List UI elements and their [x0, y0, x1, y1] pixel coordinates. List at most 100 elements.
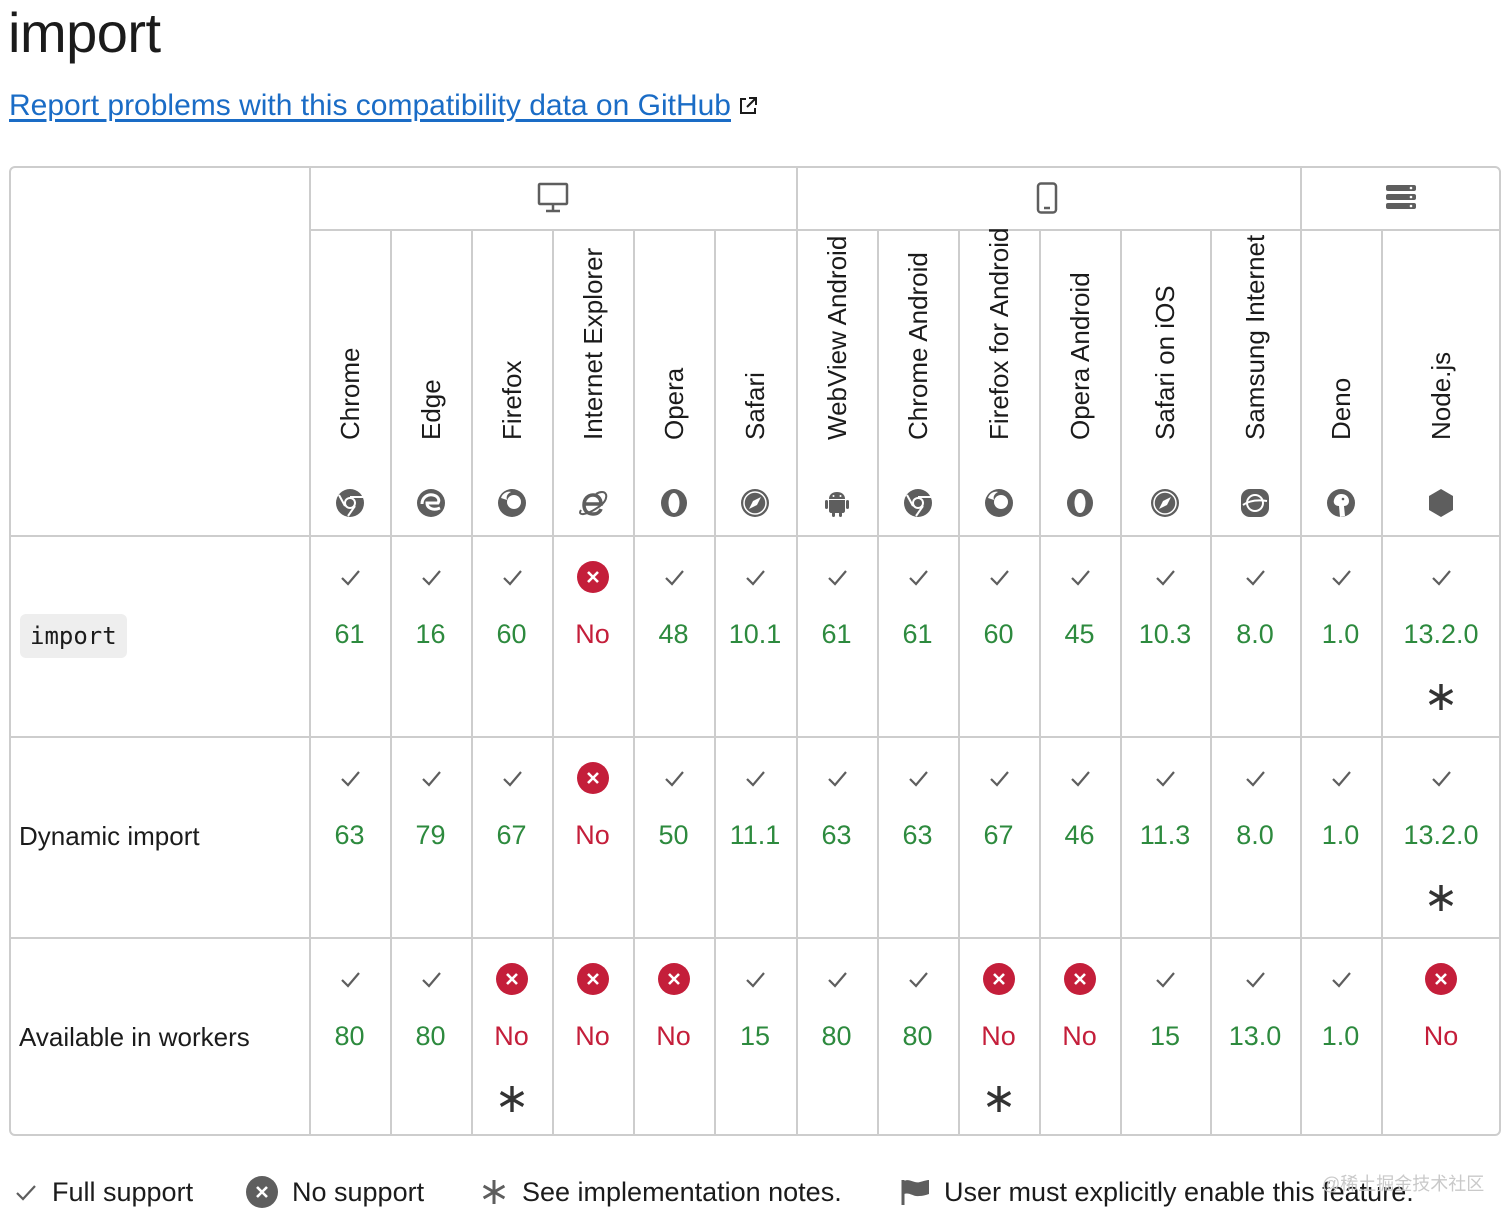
check-icon	[1156, 771, 1175, 787]
support-cell[interactable]: 60	[471, 536, 552, 735]
check-icon	[1331, 570, 1351, 586]
support-cell[interactable]: 67	[471, 737, 552, 936]
support-cell[interactable]: No	[471, 938, 552, 1134]
version-value: 63	[902, 820, 933, 850]
support-cell[interactable]: 13.2.0	[1381, 737, 1499, 936]
support-cell[interactable]: No	[552, 737, 633, 936]
row-divider	[11, 535, 1499, 537]
version-value: 15	[1149, 1021, 1181, 1051]
version-value: No	[494, 1021, 529, 1051]
version-value: 63	[821, 820, 852, 850]
support-cell[interactable]: 79	[390, 737, 471, 936]
support-cell[interactable]: No	[552, 536, 633, 735]
check-icon	[502, 570, 522, 586]
support-cell[interactable]: 80	[309, 938, 390, 1134]
legend-no-support-label: No support	[292, 1176, 425, 1207]
column-divider	[471, 230, 473, 1134]
support-cell[interactable]: 13.2.0	[1381, 536, 1499, 735]
legend: Full support No support See implementati…	[0, 1168, 1512, 1218]
version-value: 13.2.0	[1403, 619, 1479, 649]
check-icon	[1246, 972, 1265, 988]
browser-header-chrome[interactable]: Chrome	[309, 230, 390, 536]
browser-header-firefox[interactable]: Firefox	[471, 230, 552, 536]
support-cell[interactable]: 15	[714, 938, 796, 1134]
check-icon	[664, 771, 684, 787]
browser-header-webview-android[interactable]: WebView Android	[796, 230, 877, 536]
column-divider	[1381, 230, 1383, 1134]
browser-header-deno[interactable]: Deno	[1300, 230, 1381, 536]
support-cell[interactable]: 80	[390, 938, 471, 1134]
support-cell[interactable]: No	[552, 938, 633, 1134]
support-cell[interactable]: 61	[877, 536, 958, 735]
report-problems-link[interactable]: Report problems with this compatibility …	[9, 86, 759, 126]
support-cell[interactable]: 45	[1039, 536, 1120, 735]
support-cell[interactable]: 16	[390, 536, 471, 735]
browser-header-safari-on-ios[interactable]: Safari on iOS	[1120, 230, 1210, 536]
support-cell[interactable]: 10.3	[1120, 536, 1210, 735]
firefox-icon	[984, 489, 1013, 517]
legend-notes: See implementation notes.	[480, 1168, 842, 1216]
feature-label-code: import	[20, 614, 127, 658]
check-icon	[908, 972, 928, 988]
version-value: 1.0	[1321, 1021, 1360, 1051]
support-cell[interactable]: 11.1	[714, 737, 796, 936]
support-cell[interactable]: 48	[633, 536, 714, 735]
browser-header-samsung-internet[interactable]: Samsung Internet	[1210, 230, 1300, 536]
browser-header-opera-android[interactable]: Opera Android	[1039, 230, 1120, 536]
browser-header-opera[interactable]: Opera	[633, 230, 714, 536]
version-value: 8.0	[1236, 619, 1274, 649]
check-icon	[746, 972, 765, 988]
cross-circle-icon	[1425, 963, 1457, 995]
support-cell[interactable]: 13.0	[1210, 938, 1300, 1134]
browser-header-chrome-android[interactable]: Chrome Android	[877, 230, 958, 536]
check-icon	[340, 771, 360, 787]
support-cell[interactable]: 63	[796, 737, 877, 936]
support-cell[interactable]: 67	[958, 737, 1039, 936]
browser-header-safari[interactable]: Safari	[714, 230, 796, 536]
support-cell[interactable]: No	[633, 938, 714, 1134]
browser-header-internet-explorer[interactable]: Internet Explorer	[552, 230, 633, 536]
support-cell[interactable]: No	[1039, 938, 1120, 1134]
browser-name: Samsung Internet	[1240, 234, 1270, 440]
support-cell[interactable]: 1.0	[1300, 737, 1381, 936]
chrome-icon	[335, 489, 364, 517]
support-cell[interactable]: 8.0	[1210, 737, 1300, 936]
check-icon	[421, 771, 441, 787]
browser-name: Opera	[658, 367, 689, 440]
version-value: No	[1062, 1021, 1097, 1051]
browser-header-edge[interactable]: Edge	[390, 230, 471, 536]
cross-circle-icon	[576, 762, 609, 794]
support-cell[interactable]: 50	[633, 737, 714, 936]
support-cell[interactable]: 11.3	[1120, 737, 1210, 936]
support-cell[interactable]: 1.0	[1300, 938, 1381, 1134]
support-cell[interactable]: 63	[309, 737, 390, 936]
legend-flag-label: User must explicitly enable this feature…	[944, 1176, 1414, 1207]
version-value: 13.0	[1228, 1021, 1282, 1051]
legend-flag: User must explicitly enable this feature…	[900, 1168, 1414, 1216]
support-cell[interactable]: 1.0	[1300, 536, 1381, 735]
browser-header-node-js[interactable]: Node.js	[1381, 230, 1499, 536]
check-icon	[1246, 570, 1265, 586]
support-cell[interactable]: 61	[796, 536, 877, 735]
version-value: No	[981, 1021, 1016, 1051]
support-cell[interactable]: 80	[796, 938, 877, 1134]
version-value: 61	[902, 619, 933, 649]
column-divider	[1210, 230, 1212, 1134]
column-divider	[796, 168, 798, 1134]
support-cell[interactable]: No	[1381, 938, 1499, 1134]
row-divider	[309, 229, 1499, 231]
support-cell[interactable]: 15	[1120, 938, 1210, 1134]
support-cell[interactable]: 60	[958, 536, 1039, 735]
browser-header-firefox-for-android[interactable]: Firefox for Android	[958, 228, 1039, 536]
support-cell[interactable]: 46	[1039, 737, 1120, 936]
support-cell[interactable]: 80	[877, 938, 958, 1134]
support-cell[interactable]: No	[958, 938, 1039, 1134]
support-cell[interactable]: 61	[309, 536, 390, 735]
support-cell[interactable]: 8.0	[1210, 536, 1300, 735]
version-value: 61	[334, 619, 365, 649]
support-cell[interactable]: 63	[877, 737, 958, 936]
support-cell[interactable]: 10.1	[714, 536, 796, 735]
safari-icon	[1151, 489, 1179, 517]
nodejs-icon	[1429, 489, 1453, 517]
edge-icon	[416, 489, 445, 517]
